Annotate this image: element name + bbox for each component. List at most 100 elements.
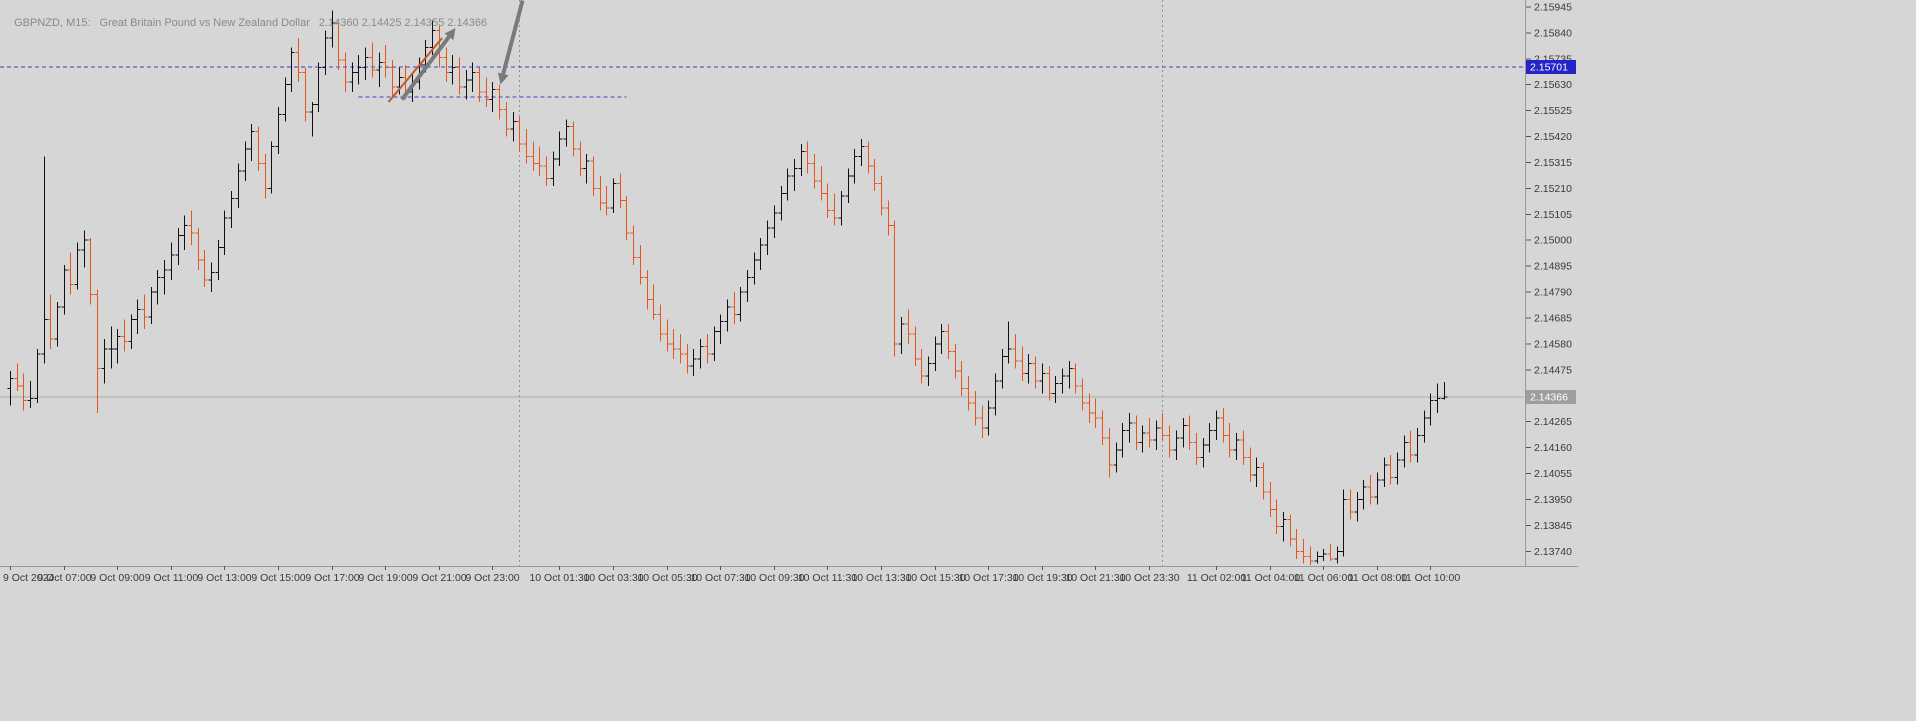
trendline[interactable] (387, 37, 443, 103)
ohlc-bar (295, 38, 302, 82)
ohlc-bar (865, 141, 872, 174)
ohlc-bar (724, 299, 731, 332)
ohlc-bar (1119, 423, 1126, 458)
ohlc-bar (1059, 368, 1066, 394)
ohlc-bar (463, 70, 470, 100)
ohlc-bar (717, 314, 724, 344)
ohlc-bar (302, 67, 309, 122)
time-tick-label: 9 Oct 09:00 (90, 572, 144, 584)
ohlc-bar (871, 159, 878, 191)
ohlc-bar (282, 77, 289, 122)
ohlc-bar (764, 220, 771, 255)
ohlc-bar (617, 173, 624, 208)
ohlc-bar (134, 299, 141, 334)
ohlc-bar (1052, 376, 1059, 403)
ohlc-bar (228, 191, 235, 228)
ohlc-bar (778, 186, 785, 221)
ohlc-bar (154, 270, 161, 305)
time-tick-label: 9 Oct 19:00 (358, 572, 412, 584)
ohlc-bar (335, 20, 342, 70)
time-tick-label: 9 Oct 11:00 (145, 572, 199, 584)
time-tick-label: 10 Oct 15:30 (905, 572, 965, 584)
ohlc-bar (355, 55, 362, 85)
ohlc-bar (208, 262, 215, 292)
ohlc-bar (262, 154, 269, 199)
ohlc-bar (248, 124, 255, 161)
ohlc-bar (918, 349, 925, 384)
ohlc-bar (1247, 447, 1254, 482)
ohlc-bar (771, 205, 778, 238)
up-trend-arrow[interactable] (400, 28, 456, 101)
time-tick-label: 10 Oct 17:30 (958, 572, 1018, 584)
symbol-period-label: GBPNZD, M15: (14, 17, 91, 29)
price-tick-label: 2.15000 (1534, 235, 1572, 247)
ohlc-bar (1139, 425, 1146, 453)
ohlc-bar (858, 139, 865, 166)
ohlc-bar (1099, 410, 1106, 445)
ohlc-bar (818, 166, 825, 201)
ohlc-bar (623, 196, 630, 240)
ohlc-bar (1032, 356, 1039, 389)
ohlc-bar (972, 391, 979, 426)
time-tick-label: 10 Oct 13:30 (851, 572, 911, 584)
ohlc-bar (1046, 366, 1053, 401)
ohlc-bar (1186, 415, 1193, 450)
ohlc-bar (932, 336, 939, 371)
ohlc-bar (711, 326, 718, 361)
ohlc-bar (309, 102, 316, 137)
ohlc-bar (161, 260, 168, 295)
ohlc-bar (1039, 363, 1046, 394)
ohlc-bar (1173, 430, 1180, 460)
ohlc-bar (938, 324, 945, 354)
down-trend-arrow[interactable] (497, 0, 525, 85)
ohlc-bar (1226, 423, 1233, 458)
ohlc-bar (603, 186, 610, 216)
ohlc-bar (382, 45, 389, 78)
ohlc-bar (556, 131, 563, 166)
time-tick-label: 10 Oct 01:30 (529, 572, 589, 584)
ohlc-bar (965, 376, 972, 411)
ohlc-bar (536, 146, 543, 176)
ohlc-bar (188, 210, 195, 245)
price-tick-label: 2.15420 (1534, 131, 1572, 143)
ohlc-bar (1287, 514, 1294, 547)
ohlc-bar (590, 156, 597, 196)
ohlc-bar (1092, 398, 1099, 428)
ohlc-bar (362, 47, 369, 80)
badge-label: 2.14366 (1530, 392, 1568, 404)
ohlc-bar (74, 242, 81, 290)
ohlc-bar (597, 176, 604, 211)
time-tick-label: 9 Oct 21:00 (412, 572, 466, 584)
ohlc-bar (670, 329, 677, 359)
ohlc-bar (1414, 428, 1421, 463)
ohlc-bar (1146, 418, 1153, 448)
time-tick-label: 11 Oct 02:00 (1187, 572, 1247, 584)
ohlc-bar (483, 77, 490, 107)
ohlc-bar (443, 47, 450, 82)
ohlc-bar (7, 371, 14, 406)
ohlc-bar (1421, 410, 1428, 443)
ohlc-bar (1354, 492, 1361, 522)
price-tick-label: 2.14685 (1534, 313, 1572, 325)
time-tick-label: 10 Oct 03:30 (583, 572, 643, 584)
ohlc-bar (1427, 393, 1434, 426)
time-tick-label: 9 Oct 15:00 (251, 572, 305, 584)
ohlc-bar (577, 141, 584, 176)
ohlc-bar (141, 294, 148, 329)
ohlc-bar (1166, 425, 1173, 458)
ohlc-bar (1133, 415, 1140, 450)
ohlc-bar (945, 324, 952, 359)
ohlc-bar (550, 151, 557, 186)
price-axis[interactable]: 2.159452.158402.157352.156302.155252.154… (1526, 2, 1572, 559)
badge-label: 2.15701 (1530, 62, 1568, 74)
price-tick-label: 2.14265 (1534, 416, 1572, 428)
ohlc-bar (1300, 539, 1307, 564)
ohlc-bar (570, 121, 577, 157)
ohlc-bar (1293, 529, 1300, 559)
ohlc-bar (804, 141, 811, 174)
ohlc-bar (684, 344, 691, 374)
ohlc-bar (1360, 480, 1367, 510)
ohlc-bar (637, 245, 644, 285)
